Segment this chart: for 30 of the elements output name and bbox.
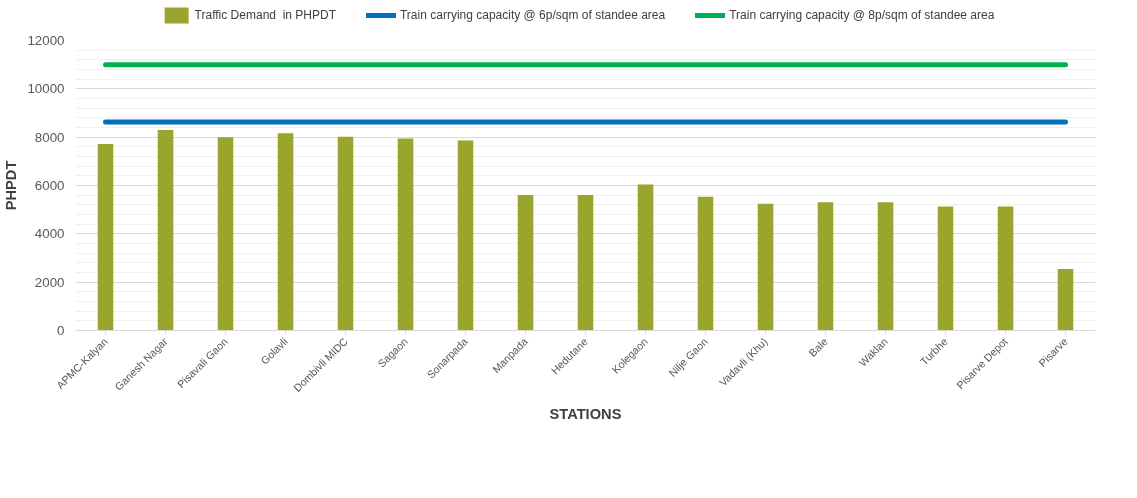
y-tick-label: 12000	[27, 33, 65, 48]
y-tick-label: 2000	[34, 274, 65, 290]
bar	[577, 194, 594, 331]
x-axis-title: STATIONS	[549, 406, 622, 423]
y-tick-label: 8000	[34, 129, 65, 145]
bar	[517, 194, 534, 331]
bar	[757, 203, 774, 331]
bar	[277, 133, 294, 331]
bar	[637, 184, 654, 331]
legend-label: Traffic Demand in PHPDT	[194, 8, 336, 22]
bar	[877, 202, 894, 331]
y-tick-label: 4000	[34, 226, 65, 242]
bar	[457, 140, 474, 331]
bar	[1057, 269, 1074, 331]
y-tick-label: 0	[57, 323, 65, 338]
bar	[217, 137, 234, 331]
bar	[817, 202, 834, 331]
bar	[397, 138, 414, 331]
bar	[157, 129, 174, 331]
y-axis-title: PHPDT	[3, 160, 20, 211]
legend-label: Train carrying capacity @ 8p/sqm of standee area	[729, 8, 995, 22]
x-tick-label: Bale	[806, 335, 830, 359]
y-tick-label: 6000	[34, 178, 65, 193]
legend-label: Train carrying capacity @ 6p/sqm of standee area	[399, 8, 666, 22]
bar	[997, 206, 1014, 331]
bar	[697, 196, 714, 331]
bar	[337, 136, 354, 331]
bar	[937, 206, 954, 331]
bar	[97, 143, 114, 331]
y-tick-label: 10000	[27, 81, 65, 97]
